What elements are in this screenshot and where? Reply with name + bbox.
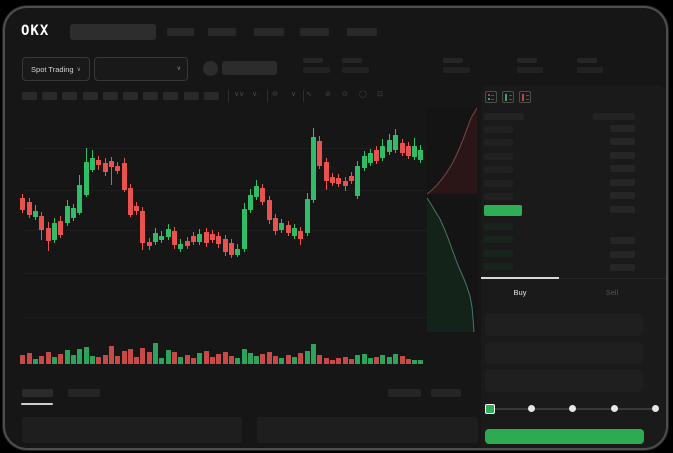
- slider-stop[interactable]: [569, 405, 576, 412]
- toolbar-icon[interactable]: ⊙: [342, 91, 348, 98]
- ask-amount-bar: [610, 151, 635, 159]
- pair-name-placeholder: [222, 61, 277, 75]
- bottom-tab-underline: [21, 403, 53, 405]
- nav-item[interactable]: [300, 28, 329, 36]
- nav-item[interactable]: [208, 28, 236, 36]
- toolbar-divider: [228, 90, 229, 102]
- book-view-asks-icon[interactable]: [519, 91, 531, 103]
- total-field[interactable]: [485, 370, 643, 392]
- toolbar-icon[interactable]: ∨.: [252, 91, 260, 98]
- app-window: OKX Spot Trading ∨ ∨ ∨∨ ∨. ⊖ ∨ ∿ ⊘ ⊙ ◯ ⊡: [5, 8, 666, 448]
- market-type-selector[interactable]: Spot Trading ∨: [22, 57, 90, 81]
- bottom-action-placeholder[interactable]: [388, 389, 421, 397]
- ticker-stat: [517, 67, 543, 73]
- book-view-both-icon[interactable]: [485, 91, 497, 103]
- bid-price-bar[interactable]: [484, 263, 513, 271]
- bid-amount-bar: [610, 237, 635, 245]
- ticker-stat: [342, 67, 369, 73]
- last-price-bar[interactable]: [484, 205, 522, 216]
- ask-price-bar[interactable]: [484, 179, 513, 187]
- okx-logo[interactable]: OKX: [21, 23, 50, 39]
- ticker-stat: [517, 58, 537, 63]
- price-field[interactable]: [485, 314, 643, 336]
- depth-asks-line: [427, 108, 477, 195]
- ticker-stat: [443, 58, 463, 63]
- toolbar-divider: [303, 90, 304, 102]
- buy-button[interactable]: [485, 429, 644, 444]
- bid-amount-bar: [610, 250, 635, 258]
- ask-amount-bar: [610, 125, 635, 132]
- bottom-tab[interactable]: [68, 389, 100, 397]
- orders-panel: [22, 417, 242, 443]
- toolbar-icon[interactable]: ⊡: [377, 91, 383, 98]
- slider-stop[interactable]: [652, 405, 659, 412]
- toolbar-icon[interactable]: ⊘: [325, 91, 331, 98]
- bottom-action-placeholder[interactable]: [431, 389, 461, 397]
- ticker-stat: [577, 58, 597, 63]
- ticker-stat: [443, 67, 470, 73]
- ask-amount-bar: [610, 138, 635, 146]
- book-view-bids-icon[interactable]: [502, 91, 514, 103]
- ask-amount-bar: [610, 178, 635, 186]
- depth-bids-line: [427, 197, 475, 332]
- nav-item[interactable]: [347, 28, 377, 36]
- slider-stop[interactable]: [528, 405, 535, 412]
- bid-price-bar[interactable]: [484, 236, 513, 244]
- bid-price-bar[interactable]: [484, 223, 513, 230]
- bid-amount-bar: [610, 264, 635, 272]
- nav-item[interactable]: [167, 28, 194, 36]
- market-type-label: Spot Trading: [31, 64, 74, 74]
- ask-price-bar[interactable]: [484, 126, 513, 133]
- ticker-stat: [577, 67, 603, 73]
- toolbar-icon[interactable]: ∿: [306, 91, 312, 98]
- tab-sell[interactable]: Sell: [605, 288, 619, 297]
- book-col-header-amount: [593, 113, 635, 120]
- ask-amount-bar: [610, 192, 635, 199]
- ask-price-bar[interactable]: [484, 139, 513, 147]
- nav-item[interactable]: [254, 28, 284, 36]
- toolbar-icon[interactable]: ∨: [291, 91, 297, 98]
- depth-bids-area: [427, 198, 474, 332]
- bottom-tab-active[interactable]: [22, 389, 53, 397]
- tab-row-divider: [481, 278, 666, 279]
- ticker-stat: [342, 58, 362, 63]
- toolbar-icon[interactable]: ◯: [359, 91, 367, 98]
- toolbar-icon[interactable]: ⊖: [272, 91, 278, 98]
- ask-price-bar[interactable]: [484, 152, 513, 160]
- positions-panel: [257, 417, 478, 443]
- book-col-header-price: [484, 113, 524, 120]
- toolbar-divider: [267, 90, 268, 102]
- tab-buy[interactable]: Buy: [513, 288, 527, 297]
- ask-amount-bar: [610, 165, 635, 173]
- pair-selector[interactable]: ∨: [94, 57, 188, 81]
- chevron-down-icon: ∨: [176, 66, 181, 72]
- ask-price-bar[interactable]: [484, 193, 513, 200]
- toolbar-icon[interactable]: ∨∨: [234, 91, 245, 98]
- buy-tab-indicator: [481, 277, 559, 279]
- ticker-stat: [303, 67, 330, 73]
- slider-handle[interactable]: [485, 404, 495, 414]
- pair-avatar: [203, 61, 218, 76]
- slider-stop[interactable]: [611, 405, 618, 412]
- bid-price-bar[interactable]: [484, 249, 513, 257]
- ask-price-bar[interactable]: [484, 166, 513, 174]
- depth-overlay: [427, 108, 477, 332]
- amount-field[interactable]: [485, 342, 643, 364]
- chevron-down-icon: ∨: [76, 66, 81, 73]
- depth-asks-area: [427, 108, 477, 194]
- book-amount-bar: [610, 206, 635, 213]
- ticker-stat: [303, 58, 323, 63]
- nav-search-placeholder[interactable]: [70, 24, 156, 40]
